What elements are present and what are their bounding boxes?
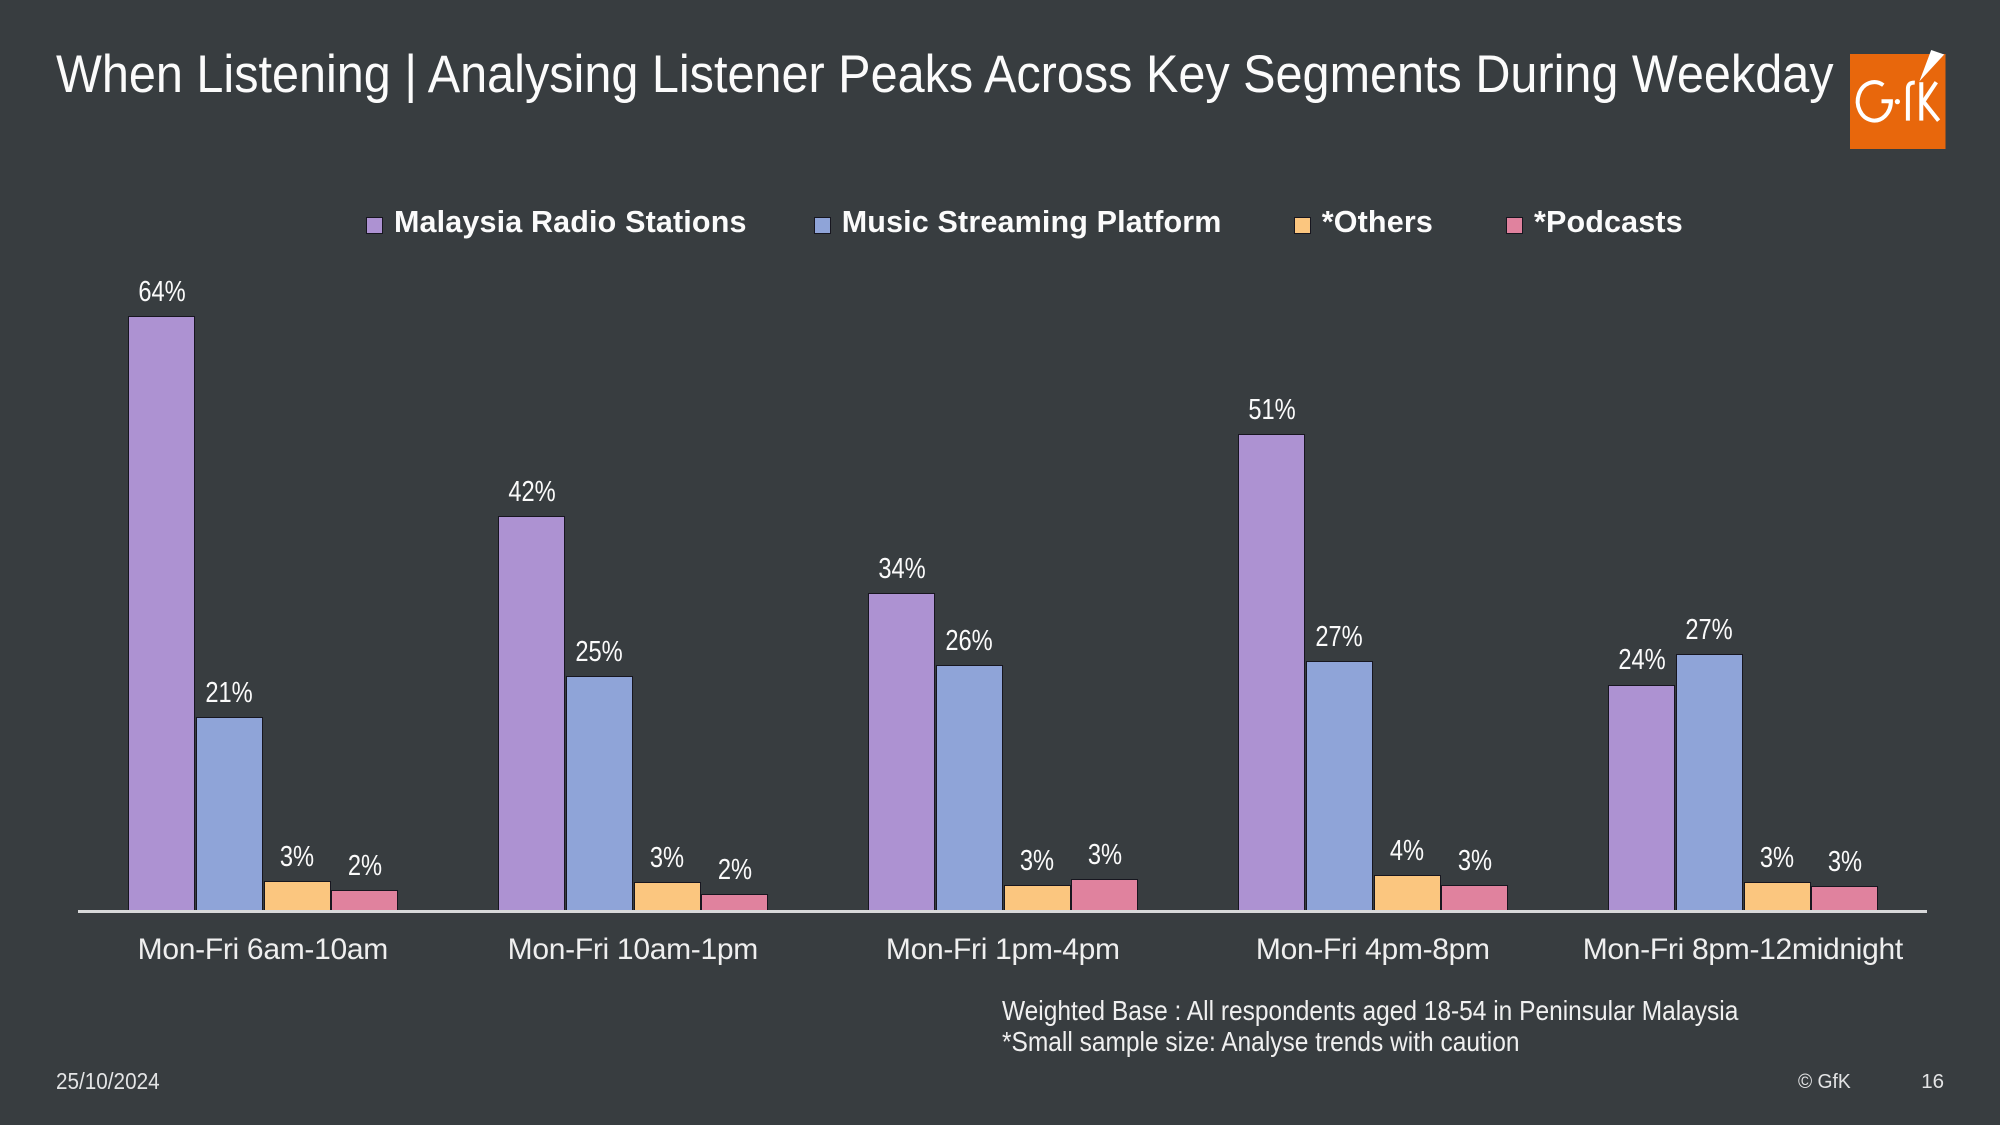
bar-3-music-streaming-platform — [935, 664, 1003, 911]
bar-value-label: 3% — [1019, 845, 1055, 878]
gfk-logo-graphic — [1850, 50, 1946, 149]
legend-item: Music Streaming Platform — [813, 204, 1222, 239]
category-label: Mon-Fri 4pm-8pm — [1255, 932, 1490, 966]
legend-marker-icon — [1506, 216, 1524, 235]
bar-value-label: 2% — [717, 853, 752, 886]
bar-value-label: 3% — [1457, 845, 1492, 878]
bar-1--podcasts — [331, 889, 399, 911]
bar-value-label: 2% — [347, 849, 382, 882]
gfk-logo-accent — [1919, 50, 1945, 82]
bar-2-malaysia-radio-stations — [498, 515, 565, 911]
bar-3-malaysia-radio-stations — [868, 592, 935, 911]
bar-2--podcasts — [701, 893, 769, 911]
legend-label: *Others — [1321, 204, 1433, 239]
bar-value-label: 27% — [1685, 613, 1733, 646]
bar-value-label: 51% — [1247, 394, 1296, 427]
chart-notes: Weighted Base : All respondents aged 18-… — [1002, 995, 1739, 1058]
gfk-logo-f-dot — [1894, 99, 1900, 105]
bar-value-label: 42% — [507, 475, 556, 508]
bar-value-label: 21% — [205, 677, 253, 710]
legend-item: *Others — [1293, 204, 1433, 239]
category-label: Mon-Fri 1pm-4pm — [885, 932, 1120, 966]
note-weighted-base: Weighted Base : All respondents aged 18-… — [1002, 995, 1739, 1026]
bar-3--others — [1003, 885, 1071, 911]
bar-value-label: 26% — [945, 624, 993, 657]
bar-value-label: 3% — [1759, 842, 1795, 875]
bar-5-music-streaming-platform — [1675, 653, 1743, 911]
footer-copyright: © GfK — [1798, 1069, 1851, 1093]
legend-marker-icon — [813, 216, 831, 235]
bar-5--others — [1743, 882, 1811, 911]
bar-1--others — [263, 881, 331, 911]
legend-label: Malaysia Radio Stations — [393, 204, 747, 239]
footer-page-number: 16 — [1921, 1069, 1944, 1093]
bar-2-music-streaming-platform — [565, 676, 633, 911]
bar-5-malaysia-radio-stations — [1608, 684, 1675, 911]
bar-4-malaysia-radio-stations — [1238, 434, 1305, 911]
category-label: Mon-Fri 8pm-12midnight — [1582, 932, 1903, 966]
bar-5--podcasts — [1811, 886, 1879, 911]
bar-value-label: 3% — [279, 841, 315, 874]
legend-item: Malaysia Radio Stations — [366, 207, 747, 238]
legend-marker-icon — [366, 216, 384, 235]
category-label: Mon-Fri 10am-1pm — [507, 932, 759, 966]
bar-4--others — [1373, 874, 1441, 911]
legend-item: *Podcasts — [1506, 207, 1683, 238]
bar-4--podcasts — [1441, 885, 1509, 911]
bar-value-label: 3% — [1827, 846, 1862, 879]
category-label: Mon-Fri 6am-10am — [137, 932, 389, 966]
x-axis-line — [78, 910, 1927, 913]
bar-value-label: 24% — [1617, 644, 1666, 677]
bar-1-malaysia-radio-stations — [128, 316, 195, 911]
slide-title: When Listening | Analysing Listener Peak… — [56, 45, 1834, 104]
gfk-logo — [1850, 50, 1946, 149]
bar-value-label: 4% — [1389, 834, 1425, 867]
legend-label: Music Streaming Platform — [841, 204, 1222, 239]
bar-4-music-streaming-platform — [1305, 661, 1373, 911]
bar-value-label: 27% — [1315, 621, 1363, 654]
bar-value-label: 3% — [649, 842, 685, 875]
bar-3--podcasts — [1071, 878, 1139, 911]
note-small-sample: *Small sample size: Analyse trends with … — [1002, 1025, 1520, 1057]
bar-value-label: 25% — [575, 636, 623, 669]
bar-value-label: 3% — [1087, 838, 1122, 871]
bar-value-label: 34% — [877, 552, 926, 585]
bar-2--others — [633, 882, 701, 911]
bar-value-label: 64% — [137, 276, 186, 309]
gfk-logo-letters — [1855, 80, 1941, 123]
footer-date: 25/10/2024 — [56, 1067, 160, 1094]
legend-marker-icon — [1293, 216, 1311, 235]
legend-label: *Podcasts — [1533, 204, 1683, 239]
bar-1-music-streaming-platform — [195, 717, 263, 911]
